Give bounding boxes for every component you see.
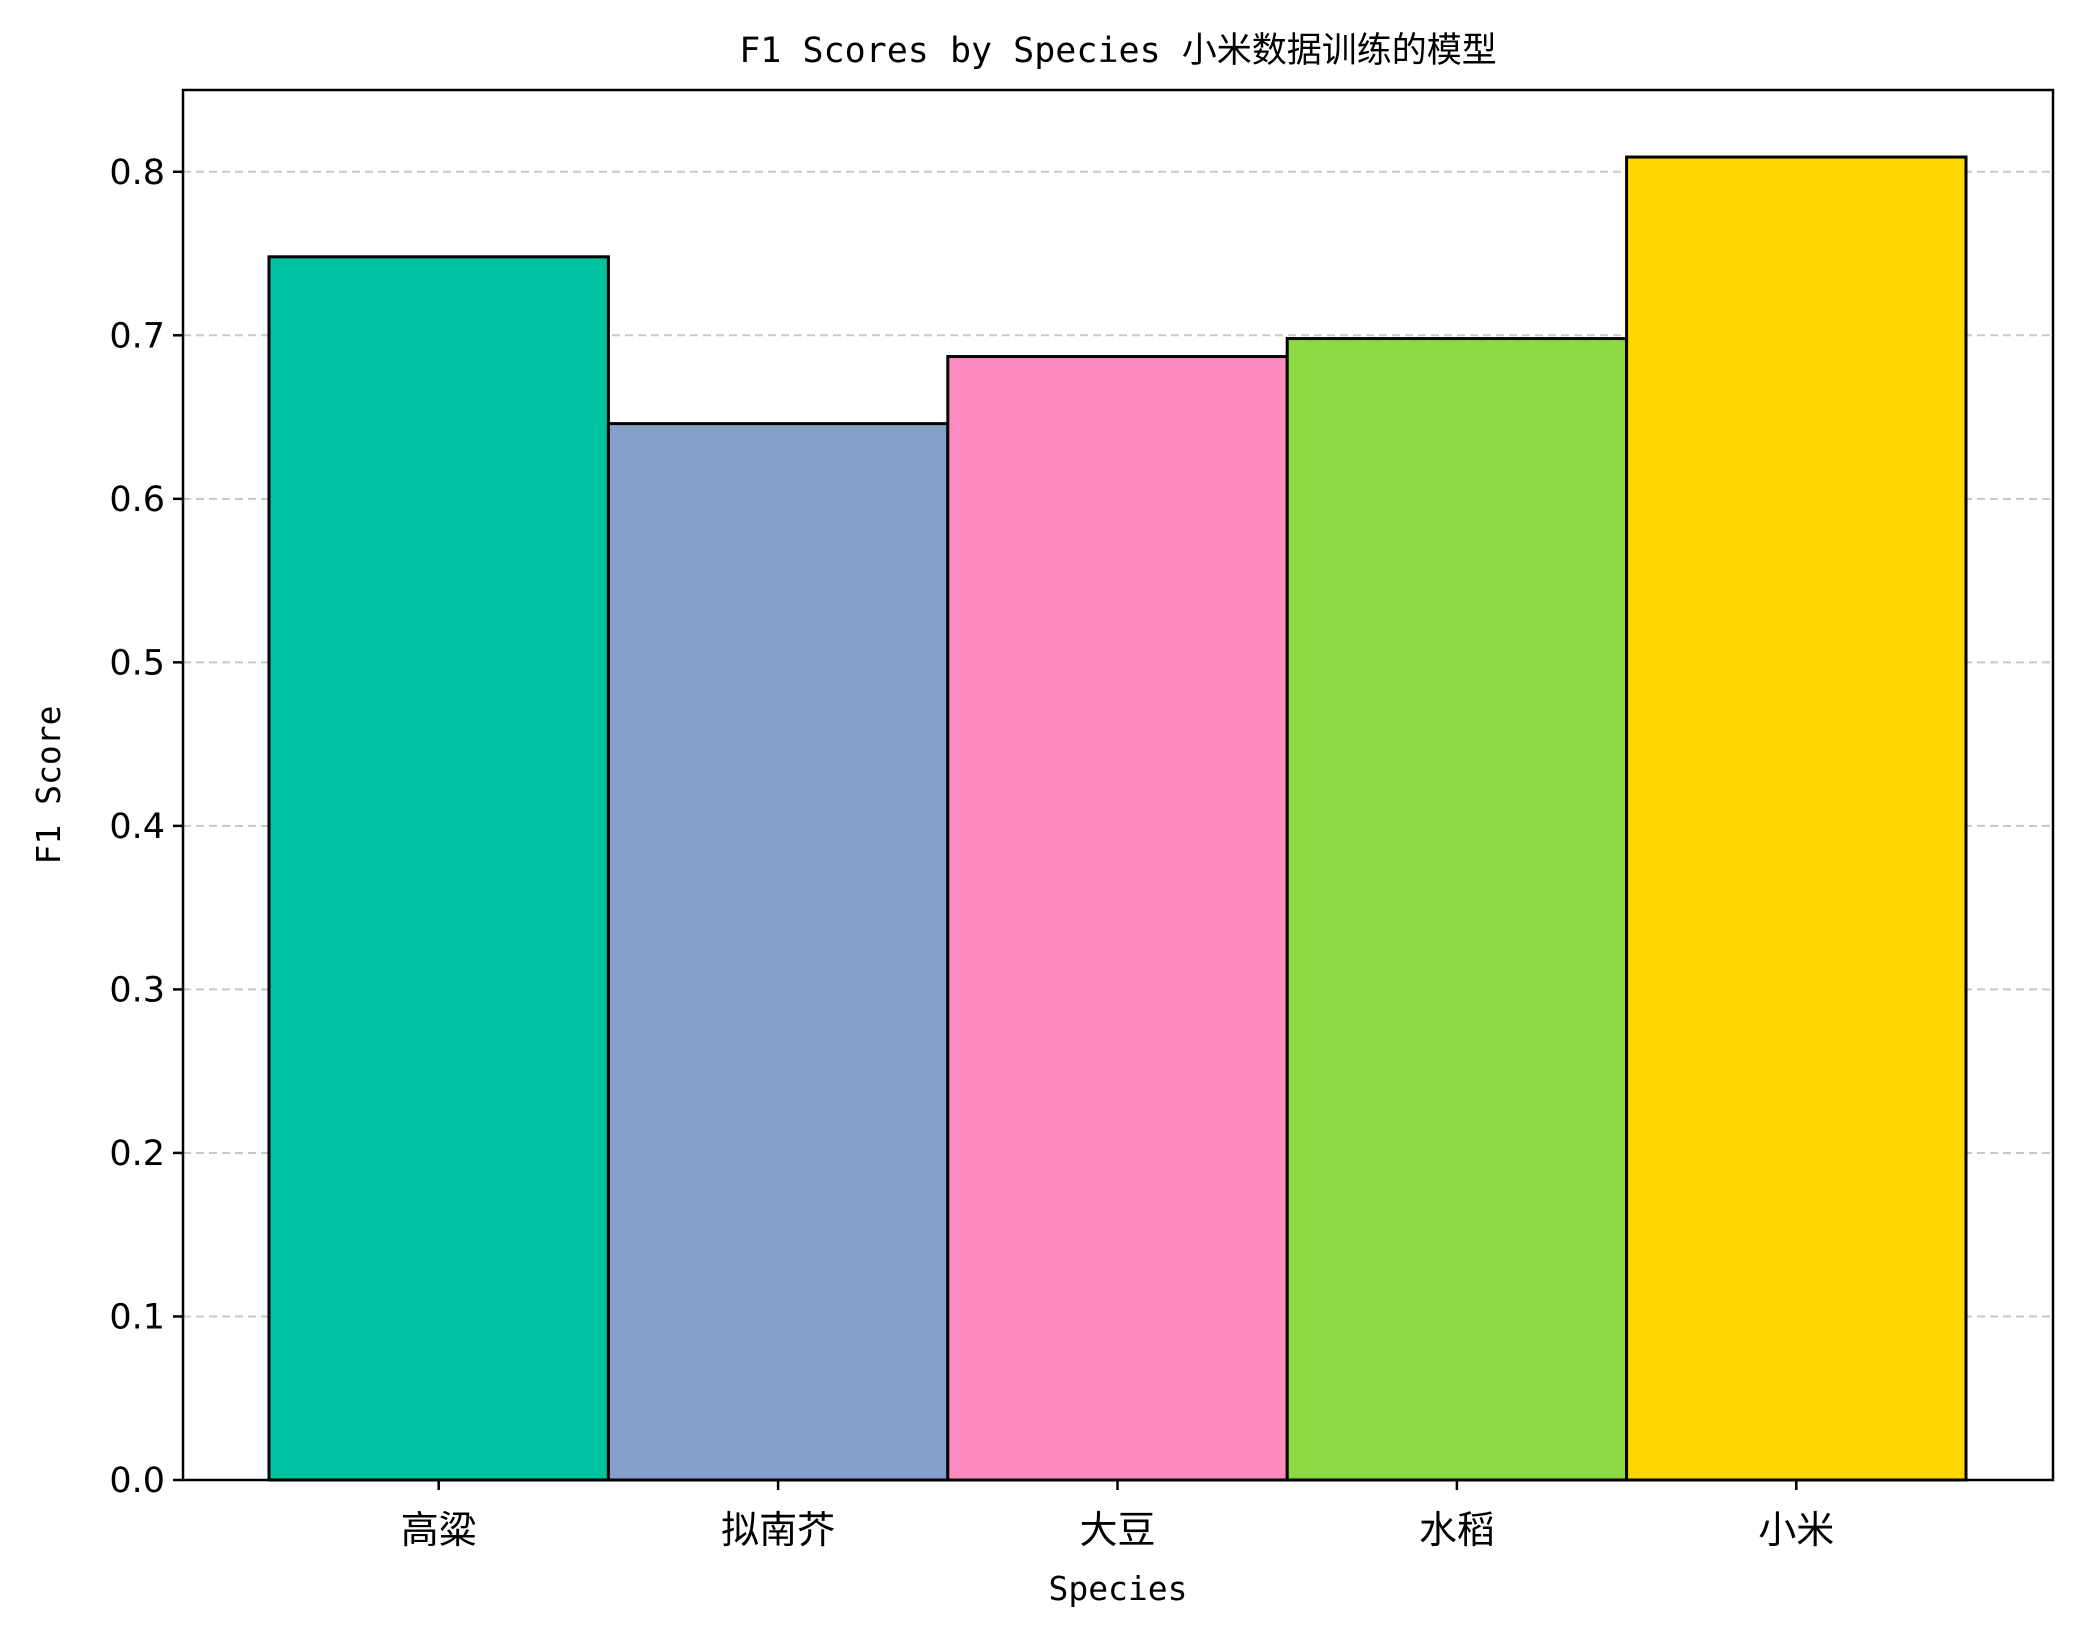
y-tick-label: 0.6 [109, 480, 165, 520]
x-axis: 高粱 拟南芥 大豆 水稻 小米 [401, 1480, 1834, 1552]
bar [267, 255, 610, 1482]
y-tick-label: 0.2 [109, 1134, 165, 1174]
y-tick-label: 0.4 [109, 807, 165, 847]
x-tick-label: 拟南芥 [721, 1508, 835, 1552]
x-axis-label: Species [1048, 1569, 1187, 1608]
chart-title: F1 Scores by Species 小米数据训练的模型 [739, 31, 1497, 71]
y-axis: 0.0 0.1 0.2 0.3 0.4 0.5 0.6 0.7 0.8 [109, 153, 183, 1501]
y-tick-label: 0.8 [109, 153, 165, 193]
x-tick-label: 小米 [1758, 1508, 1834, 1552]
y-tick-label: 0.7 [109, 316, 165, 356]
x-tick-label: 大豆 [1079, 1508, 1155, 1552]
y-tick-label: 0.0 [109, 1461, 165, 1501]
x-tick-label: 水稻 [1419, 1508, 1495, 1552]
bar [946, 355, 1289, 1482]
x-tick-label: 高粱 [401, 1508, 477, 1552]
y-axis-label: F1 Score [29, 706, 68, 865]
y-tick-label: 0.5 [109, 643, 165, 683]
y-tick-label: 0.1 [109, 1297, 165, 1337]
bar [1285, 337, 1629, 1482]
y-tick-label: 0.3 [109, 970, 165, 1010]
bar [1625, 155, 1968, 1482]
bars [267, 155, 1968, 1482]
bar [606, 422, 950, 1482]
